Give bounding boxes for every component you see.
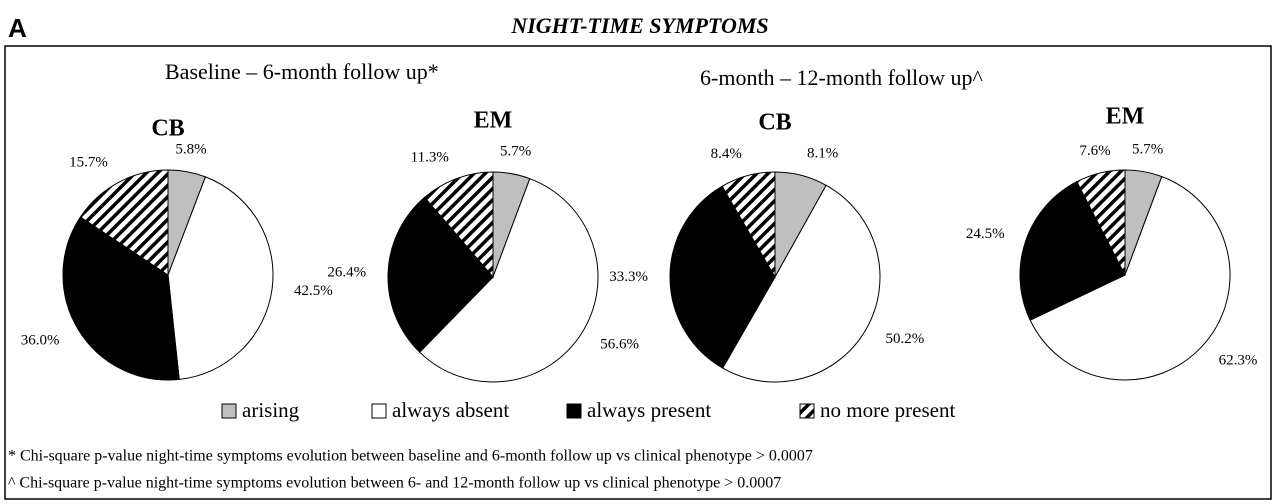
legend-swatch [221,403,237,419]
pie-slice [722,184,881,383]
pie-slice [387,196,494,353]
footnote: ^ Chi-square p-value night-time symptoms… [8,475,781,492]
pie-slice [669,185,776,369]
legend-label: arising [242,398,300,422]
legend-swatch [371,403,387,419]
data-label: 33.3% [609,269,648,285]
figure-title: NIGHT-TIME SYMPTOMS [510,13,768,38]
pie-slice [418,178,599,383]
data-label: 5.7% [500,143,531,159]
pie-slice [1076,169,1126,276]
data-label: 8.1% [807,146,838,162]
legend-label: no more present [820,398,955,422]
data-label: 11.3% [411,149,449,165]
pie-title: EM [474,108,513,134]
footnote: * Chi-square p-value night-time symptoms… [8,448,813,465]
data-label: 24.5% [966,226,1005,242]
pie-slice [167,176,274,380]
pie-slice [1029,176,1231,381]
legend-label: always present [587,398,711,422]
data-label: 62.3% [1219,352,1258,368]
pie-slice [62,216,180,381]
pie-slice [1019,181,1126,321]
data-label: 5.7% [1132,141,1163,157]
data-label: 42.5% [294,283,333,299]
data-label: 56.6% [600,336,639,352]
pie-title: CB [151,116,184,142]
data-label: 50.2% [886,331,925,347]
pie-slice [721,171,776,279]
frame [4,45,1272,500]
data-label: 15.7% [69,155,108,171]
data-label: 7.6% [1079,143,1110,159]
panel-letter: A [8,13,27,43]
data-label: 26.4% [327,264,366,280]
legend-swatch [566,403,582,419]
data-label: 8.4% [711,146,742,162]
pie-slice [79,169,169,276]
group-title: 6-month – 12-month follow up^ [700,65,984,90]
pie-title: CB [758,110,791,136]
data-label: 5.8% [175,142,206,158]
pie-title: EM [1106,104,1145,130]
legend-swatch [799,403,815,419]
data-label: 36.0% [21,332,60,348]
legend-label: always absent [392,398,509,422]
pie-slice [423,171,494,279]
group-title: Baseline – 6-month follow up* [165,59,439,84]
